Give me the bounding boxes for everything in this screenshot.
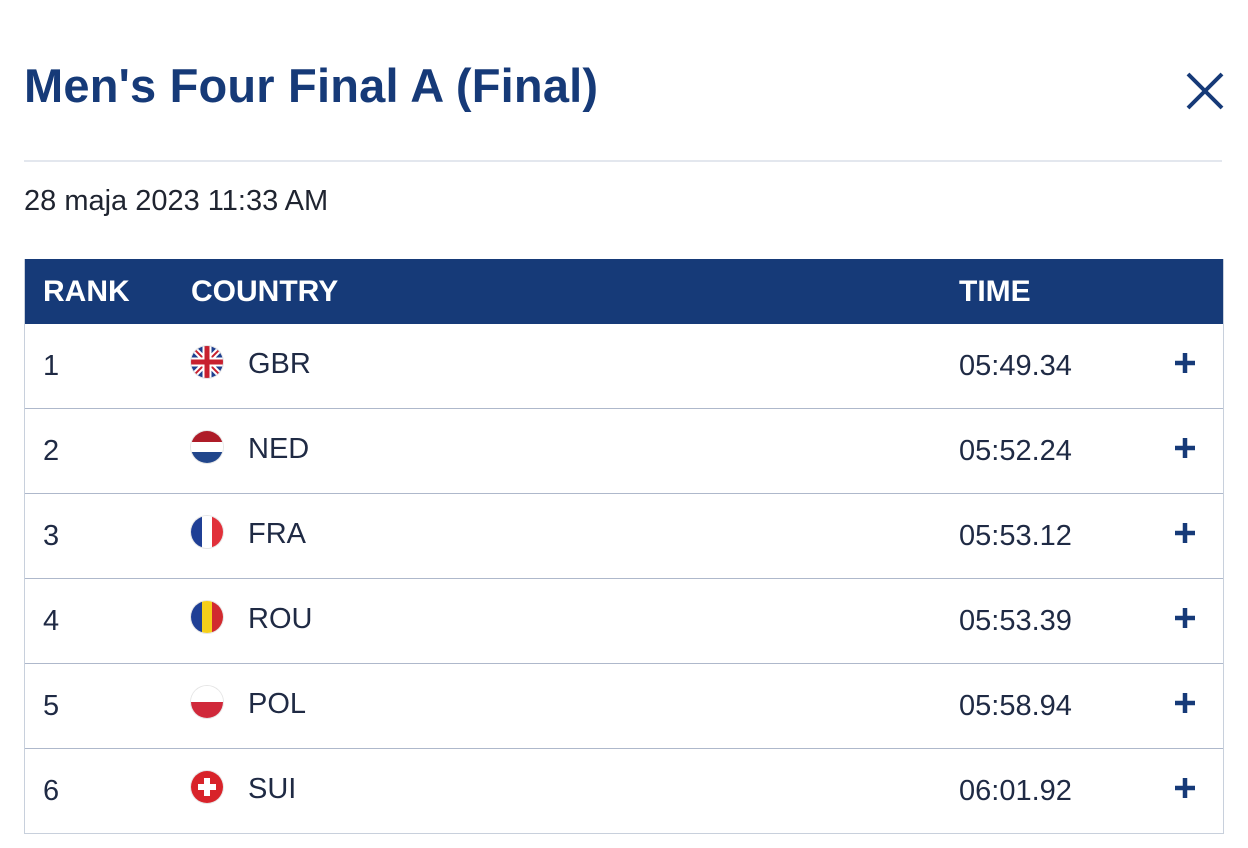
- expand-button[interactable]: [1173, 351, 1197, 375]
- title: Men's Four Final A (Final): [24, 59, 599, 112]
- result-row: 6 SUI 06:01.92: [25, 749, 1223, 833]
- rank: 4: [43, 605, 60, 637]
- result-row: 2 NED 05:52.24: [25, 409, 1223, 494]
- time: 05:52.24: [959, 435, 1072, 467]
- time: 05:53.39: [959, 605, 1072, 637]
- time: 05:49.34: [959, 350, 1072, 382]
- close-button[interactable]: [1184, 70, 1226, 112]
- results-table: RANK COUNTRY TIME 1 GBR 05:49.34 2 NED 05:52.…: [24, 259, 1224, 834]
- expand-button[interactable]: [1173, 436, 1197, 460]
- rank: 2: [43, 435, 60, 467]
- rank: 5: [43, 690, 60, 722]
- result-row: 3 FRA 05:53.12: [25, 494, 1223, 579]
- flag: [191, 346, 223, 378]
- rank: 1: [43, 350, 60, 382]
- rank: 3: [43, 520, 60, 552]
- country: POL: [248, 688, 307, 720]
- expand-button[interactable]: [1173, 606, 1197, 630]
- result-row: 4 ROU 05:53.39: [25, 579, 1223, 664]
- flag: [191, 686, 223, 718]
- table-header: RANK COUNTRY TIME: [25, 259, 1223, 324]
- expand-button[interactable]: [1173, 521, 1197, 545]
- flag: [191, 516, 223, 548]
- country: SUI: [248, 773, 297, 805]
- country: ROU: [248, 603, 313, 635]
- column-header: TIME: [959, 275, 1031, 308]
- time: 06:01.92: [959, 775, 1072, 807]
- country: FRA: [248, 518, 306, 550]
- flag: [191, 771, 223, 803]
- flag: [191, 431, 223, 463]
- country: NED: [248, 433, 310, 465]
- result-row: 5 POL 05:58.94: [25, 664, 1223, 749]
- column-header: COUNTRY: [191, 275, 339, 308]
- table-body: 1 GBR 05:49.34 2 NED 05:52.24 3 FRA 05:53.12 4 ROU…: [25, 324, 1223, 833]
- separator: [24, 160, 1222, 162]
- flag: [191, 601, 223, 633]
- rank: 6: [43, 775, 60, 807]
- date: 28 maja 2023 11:33 AM: [24, 185, 329, 217]
- country: GBR: [248, 348, 311, 380]
- expand-button[interactable]: [1173, 691, 1197, 715]
- column-header: RANK: [43, 275, 130, 308]
- time: 05:58.94: [959, 690, 1072, 722]
- result-row: 1 GBR 05:49.34: [25, 324, 1223, 409]
- expand-button[interactable]: [1173, 776, 1197, 800]
- time: 05:53.12: [959, 520, 1072, 552]
